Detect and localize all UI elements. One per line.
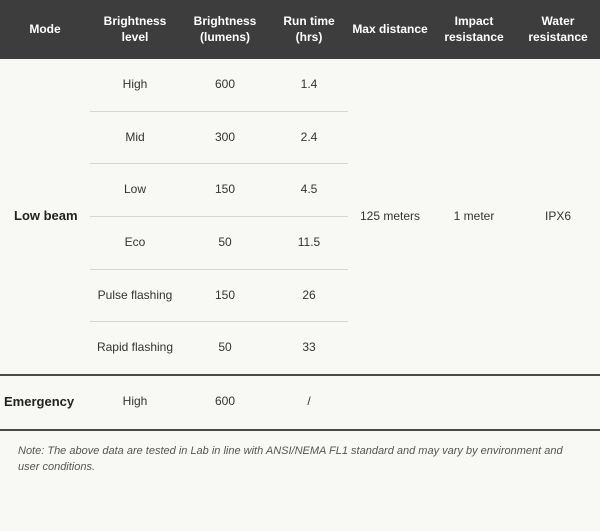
spec-table-container: Mode Brightness level Brightness (lumens… bbox=[0, 0, 600, 488]
col-header-impact: Impact resistance bbox=[432, 0, 516, 59]
runtime-value: 11.5 bbox=[270, 216, 348, 269]
runtime-value: 1.4 bbox=[270, 59, 348, 111]
brightness-level: High bbox=[90, 59, 180, 111]
table-row: Emergency High 600 / bbox=[0, 375, 600, 430]
water-resistance: IPX6 bbox=[516, 59, 600, 375]
impact-resistance: 1 meter bbox=[432, 59, 516, 375]
max-distance: 125 meters bbox=[348, 59, 432, 375]
header-row: Mode Brightness level Brightness (lumens… bbox=[0, 0, 600, 59]
table-row: Low beam High 600 1.4 125 meters 1 meter… bbox=[0, 59, 600, 111]
note-text: Note: The above data are tested in Lab i… bbox=[0, 430, 600, 488]
col-header-water: Water resistance bbox=[516, 0, 600, 59]
lumens-value: 50 bbox=[180, 216, 270, 269]
runtime-value: 33 bbox=[270, 322, 348, 375]
lumens-value: 150 bbox=[180, 164, 270, 217]
runtime-value: 4.5 bbox=[270, 164, 348, 217]
lumens-value: 150 bbox=[180, 269, 270, 322]
brightness-level: High bbox=[90, 375, 180, 430]
lumens-value: 300 bbox=[180, 111, 270, 164]
impact-resistance bbox=[432, 375, 516, 430]
note-row: Note: The above data are tested in Lab i… bbox=[0, 430, 600, 488]
max-distance bbox=[348, 375, 432, 430]
lumens-value: 600 bbox=[180, 375, 270, 430]
runtime-value: / bbox=[270, 375, 348, 430]
brightness-level: Rapid flashing bbox=[90, 322, 180, 375]
lumens-value: 600 bbox=[180, 59, 270, 111]
lumens-value: 50 bbox=[180, 322, 270, 375]
col-header-distance: Max distance bbox=[348, 0, 432, 59]
mode-name: Low beam bbox=[0, 59, 90, 375]
water-resistance bbox=[516, 375, 600, 430]
brightness-level: Mid bbox=[90, 111, 180, 164]
mode-name: Emergency bbox=[0, 375, 90, 430]
col-header-mode: Mode bbox=[0, 0, 90, 59]
runtime-value: 26 bbox=[270, 269, 348, 322]
col-header-runtime: Run time (hrs) bbox=[270, 0, 348, 59]
brightness-level: Eco bbox=[90, 216, 180, 269]
brightness-level: Low bbox=[90, 164, 180, 217]
col-header-brightness: Brightness level bbox=[90, 0, 180, 59]
col-header-lumens: Brightness (lumens) bbox=[180, 0, 270, 59]
runtime-value: 2.4 bbox=[270, 111, 348, 164]
brightness-level: Pulse flashing bbox=[90, 269, 180, 322]
spec-table: Mode Brightness level Brightness (lumens… bbox=[0, 0, 600, 488]
